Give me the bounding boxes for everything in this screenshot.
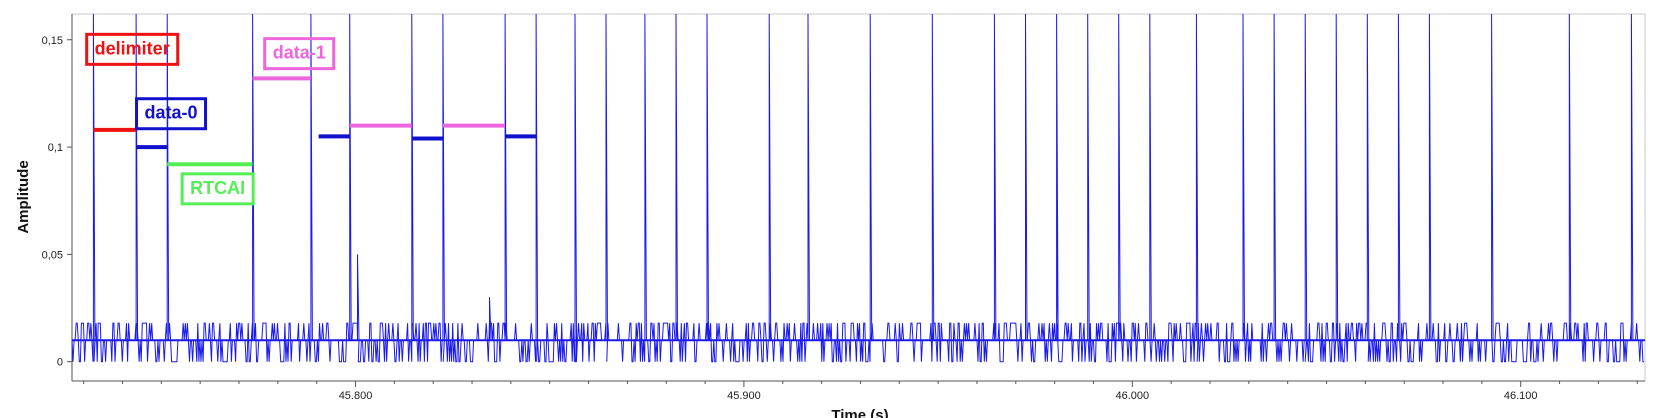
annotation-label-data-1: data-1 <box>273 43 326 63</box>
annotation-box-data-1 <box>263 37 336 71</box>
annotation-box-data-0 <box>135 97 208 131</box>
x-tick-label: 46.000 <box>1115 390 1149 402</box>
x-axis-ticks: 45.800 45.900 46.000 46.100 <box>83 381 1638 402</box>
annotation-box-delimiter <box>85 32 180 66</box>
annotation-label-data-0: data-0 <box>145 103 198 123</box>
x-tick-label: 46.100 <box>1504 390 1538 402</box>
signal-series <box>71 13 1645 363</box>
x-tick-label: 45.900 <box>727 390 761 402</box>
x-axis-label: Time (s) <box>831 407 888 418</box>
x-axis-band <box>72 381 1645 418</box>
annotation-box-rtcai <box>180 172 255 206</box>
y-axis-ticks: 0 0,05 0,1 0,15 <box>42 35 72 369</box>
x-tick-label: 45.800 <box>339 390 373 402</box>
plot-area <box>71 13 1646 382</box>
annotation-label-rtcai: RTCAI <box>190 178 245 198</box>
y-tick-label: 0,1 <box>48 142 63 154</box>
annotations: delimiter data-0 RTCAI data-1 <box>85 32 537 206</box>
annotation-label-delimiter: delimiter <box>95 38 170 58</box>
y-axis-label: Amplitude <box>15 160 32 233</box>
y-tick-label: 0,15 <box>42 35 63 47</box>
signal-trace <box>71 13 1644 363</box>
y-tick-label: 0,05 <box>42 249 63 261</box>
y-tick-label: 0 <box>57 357 63 369</box>
